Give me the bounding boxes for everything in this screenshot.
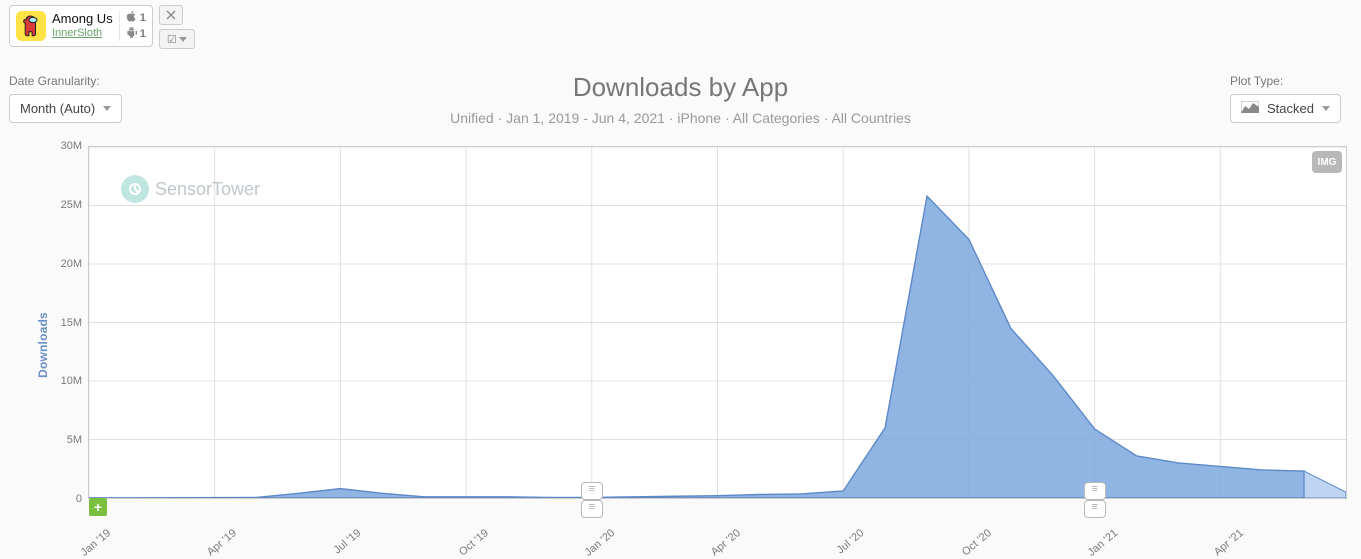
sensortower-icon: [121, 175, 149, 203]
x-tick-label: Jul '19: [331, 527, 363, 556]
watermark-text: SensorTower: [155, 179, 260, 200]
chart-subtitle: Unified · Jan 1, 2019 - Jun 4, 2021 · iP…: [0, 110, 1361, 126]
watermark: SensorTower: [121, 175, 260, 203]
x-axis-labels: Jan '19Apr '19Jul '19Oct '19Jan '20Apr '…: [88, 509, 1347, 549]
y-tick-label: 5M: [38, 434, 82, 446]
y-axis-labels: 05M10M15M20M25M30M: [38, 146, 86, 499]
x-tick-label: Oct '19: [457, 527, 491, 558]
y-tick-label: 20M: [38, 258, 82, 270]
x-tick-label: Oct '20: [960, 527, 994, 558]
android-rank: 1: [140, 28, 146, 40]
android-icon: [126, 27, 137, 41]
y-tick-label: 0: [38, 493, 82, 505]
export-image-button[interactable]: IMG: [1312, 151, 1342, 173]
x-tick-label: Jan '19: [79, 527, 114, 559]
annotation-marker[interactable]: [581, 482, 603, 500]
app-card[interactable]: Among Us InnerSloth 1 1: [9, 5, 153, 47]
x-tick-label: Apr '19: [205, 527, 239, 558]
app-title: Among Us: [52, 12, 113, 26]
y-tick-label: 25M: [38, 199, 82, 211]
chart-title: Downloads by App: [0, 72, 1361, 103]
y-tick-label: 30M: [38, 140, 82, 152]
app-publisher-link[interactable]: InnerSloth: [52, 26, 113, 40]
annotation-marker[interactable]: [1084, 482, 1106, 500]
x-tick-label: Apr '20: [708, 527, 742, 558]
y-tick-label: 15M: [38, 317, 82, 329]
apple-icon: [126, 11, 137, 25]
y-tick-label: 10M: [38, 375, 82, 387]
app-icon: [16, 11, 46, 41]
app-visibility-toggle[interactable]: ☑: [159, 29, 195, 49]
x-tick-label: Apr '21: [1212, 527, 1246, 558]
x-tick-label: Jan '21: [1086, 527, 1121, 559]
close-button[interactable]: [159, 5, 183, 25]
x-tick-label: Jan '20: [582, 527, 617, 559]
apple-rank: 1: [140, 12, 146, 24]
x-tick-label: Jul '20: [835, 527, 867, 556]
chart-plot-area[interactable]: SensorTower IMG +: [88, 146, 1347, 499]
